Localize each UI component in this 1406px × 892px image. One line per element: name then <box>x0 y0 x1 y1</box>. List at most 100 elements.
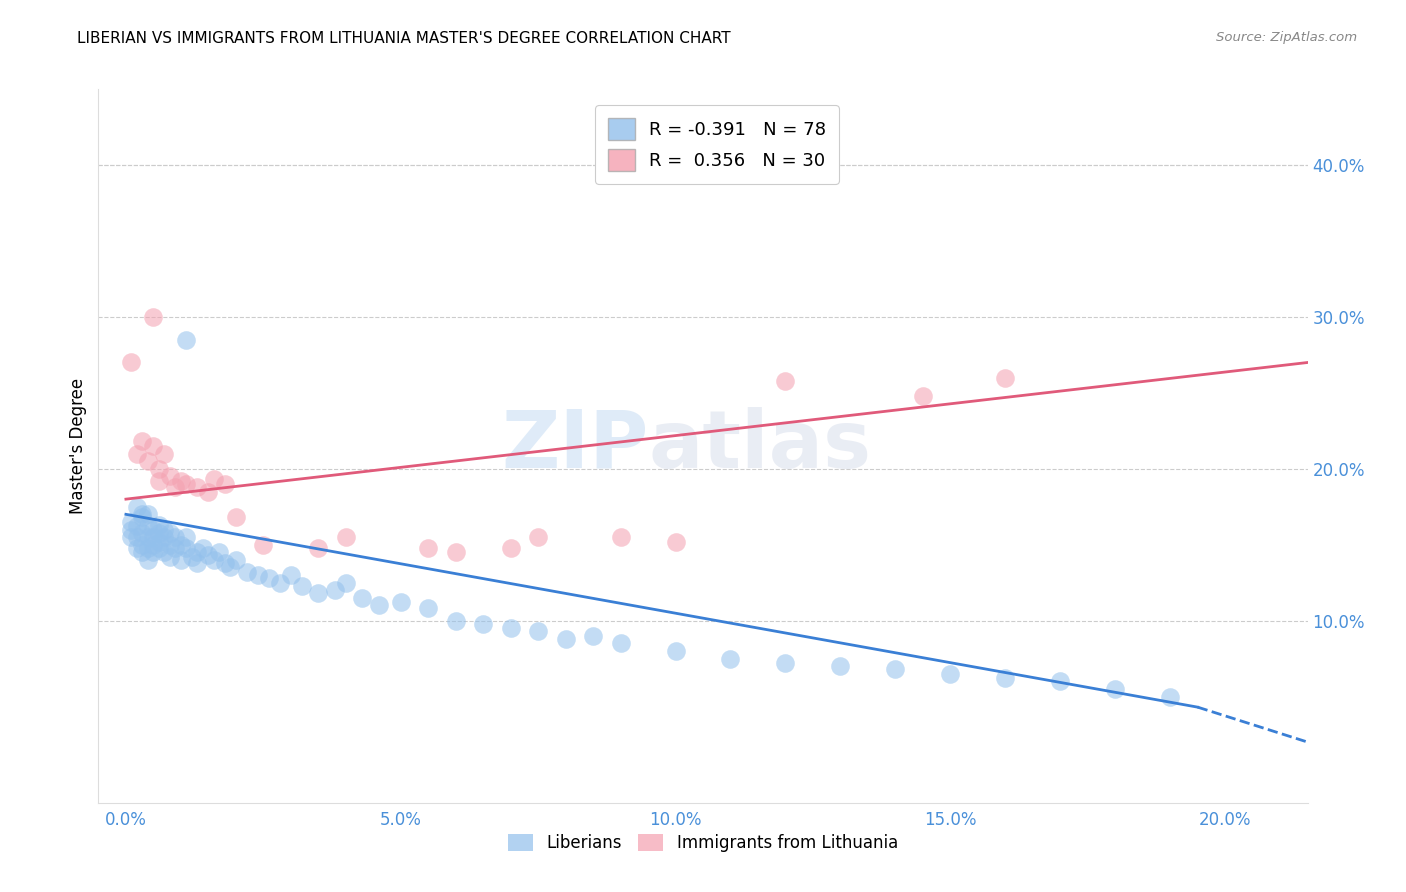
Point <box>142 523 165 537</box>
Point <box>367 599 389 613</box>
Point <box>582 629 605 643</box>
Point <box>136 530 159 544</box>
Point <box>323 583 346 598</box>
Point <box>120 523 142 537</box>
Point <box>176 477 198 491</box>
Point <box>418 541 440 555</box>
Point <box>131 538 153 552</box>
Point <box>202 472 225 486</box>
Point <box>186 556 208 570</box>
Point <box>148 462 170 476</box>
Point <box>120 355 142 369</box>
Point <box>418 601 440 615</box>
Point <box>148 534 170 549</box>
Point <box>499 621 522 635</box>
Point <box>159 469 181 483</box>
Point <box>1159 690 1181 704</box>
Point <box>664 644 686 658</box>
Point <box>125 519 148 533</box>
Point <box>170 474 193 488</box>
Point <box>159 525 181 540</box>
Point <box>335 530 357 544</box>
Point <box>148 474 170 488</box>
Point <box>165 480 187 494</box>
Point <box>236 565 259 579</box>
Point <box>131 545 153 559</box>
Point <box>136 454 159 468</box>
Point <box>125 447 148 461</box>
Point <box>609 530 631 544</box>
Point <box>170 553 193 567</box>
Point <box>148 525 170 540</box>
Point <box>444 614 467 628</box>
Point <box>136 553 159 567</box>
Point <box>994 671 1017 685</box>
Point <box>1049 674 1071 689</box>
Text: ZIP: ZIP <box>502 407 648 485</box>
Point <box>775 656 797 670</box>
Point <box>664 534 686 549</box>
Point <box>389 595 412 609</box>
Point <box>131 510 153 524</box>
Point <box>246 568 269 582</box>
Point <box>165 541 187 555</box>
Point <box>527 530 550 544</box>
Point <box>165 530 187 544</box>
Point <box>994 370 1017 384</box>
Point <box>307 586 329 600</box>
Point <box>352 591 374 605</box>
Point <box>125 541 148 555</box>
Point <box>142 545 165 559</box>
Point <box>472 616 495 631</box>
Point <box>911 389 934 403</box>
Point <box>191 541 214 555</box>
Point <box>148 541 170 555</box>
Legend: Liberians, Immigrants from Lithuania: Liberians, Immigrants from Lithuania <box>502 827 904 859</box>
Point <box>884 662 907 676</box>
Point <box>225 510 247 524</box>
Point <box>208 545 231 559</box>
Point <box>186 545 208 559</box>
Text: atlas: atlas <box>648 407 872 485</box>
Point <box>197 549 219 563</box>
Point <box>142 310 165 324</box>
Point <box>136 508 159 522</box>
Point <box>609 636 631 650</box>
Text: LIBERIAN VS IMMIGRANTS FROM LITHUANIA MASTER'S DEGREE CORRELATION CHART: LIBERIAN VS IMMIGRANTS FROM LITHUANIA MA… <box>77 31 731 46</box>
Text: Source: ZipAtlas.com: Source: ZipAtlas.com <box>1216 31 1357 45</box>
Point <box>176 333 198 347</box>
Point <box>444 545 467 559</box>
Y-axis label: Master's Degree: Master's Degree <box>69 378 87 514</box>
Point <box>269 575 291 590</box>
Point <box>131 434 153 449</box>
Point <box>136 519 159 533</box>
Point <box>120 515 142 529</box>
Point <box>720 651 742 665</box>
Point <box>131 525 153 540</box>
Point <box>214 556 236 570</box>
Point <box>159 538 181 552</box>
Point <box>125 530 148 544</box>
Point <box>291 579 314 593</box>
Point <box>527 624 550 639</box>
Point <box>153 545 176 559</box>
Point <box>257 571 280 585</box>
Point <box>142 439 165 453</box>
Point <box>214 477 236 491</box>
Point <box>554 632 576 646</box>
Point <box>830 659 852 673</box>
Point <box>170 538 193 552</box>
Point <box>1104 681 1126 696</box>
Point <box>180 549 202 564</box>
Point <box>153 523 176 537</box>
Point <box>775 374 797 388</box>
Point <box>186 480 208 494</box>
Point <box>136 541 159 555</box>
Point <box>252 538 274 552</box>
Point <box>176 530 198 544</box>
Point <box>280 568 302 582</box>
Point <box>142 530 165 544</box>
Point <box>153 447 176 461</box>
Point <box>202 553 225 567</box>
Point <box>131 508 153 522</box>
